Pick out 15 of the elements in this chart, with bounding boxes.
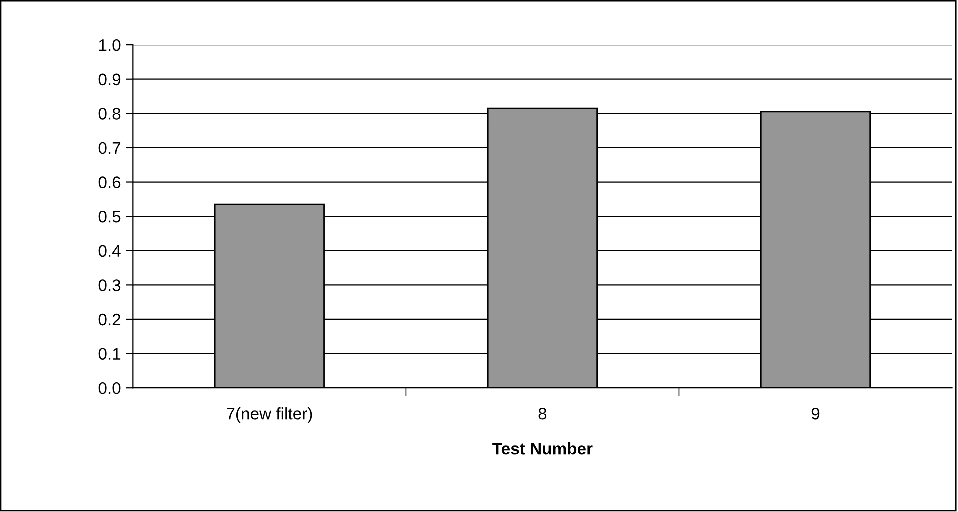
y-tick-label: 1.0	[99, 39, 121, 52]
y-tick-label: 0.7	[98, 142, 121, 154]
y-tick-label: 0.1	[98, 348, 121, 360]
x-tick-label: 9	[812, 408, 820, 420]
x-tick-label: 8	[538, 408, 547, 420]
y-tick-label: 0.0	[98, 382, 121, 394]
y-tick-label: 0.6	[98, 176, 121, 188]
y-tick-label: 0.5	[98, 210, 121, 223]
y-tick-label: 0.4	[98, 245, 121, 258]
x-axis-title: Test Number	[492, 442, 593, 455]
y-tick-label: 0.3	[98, 280, 121, 292]
y-tick-label: 0.2	[98, 314, 121, 326]
y-tick-label: 0.8	[98, 108, 121, 120]
y-tick-label: 0.9	[98, 74, 121, 86]
x-tick-label: 7(new filter)	[227, 408, 312, 424]
